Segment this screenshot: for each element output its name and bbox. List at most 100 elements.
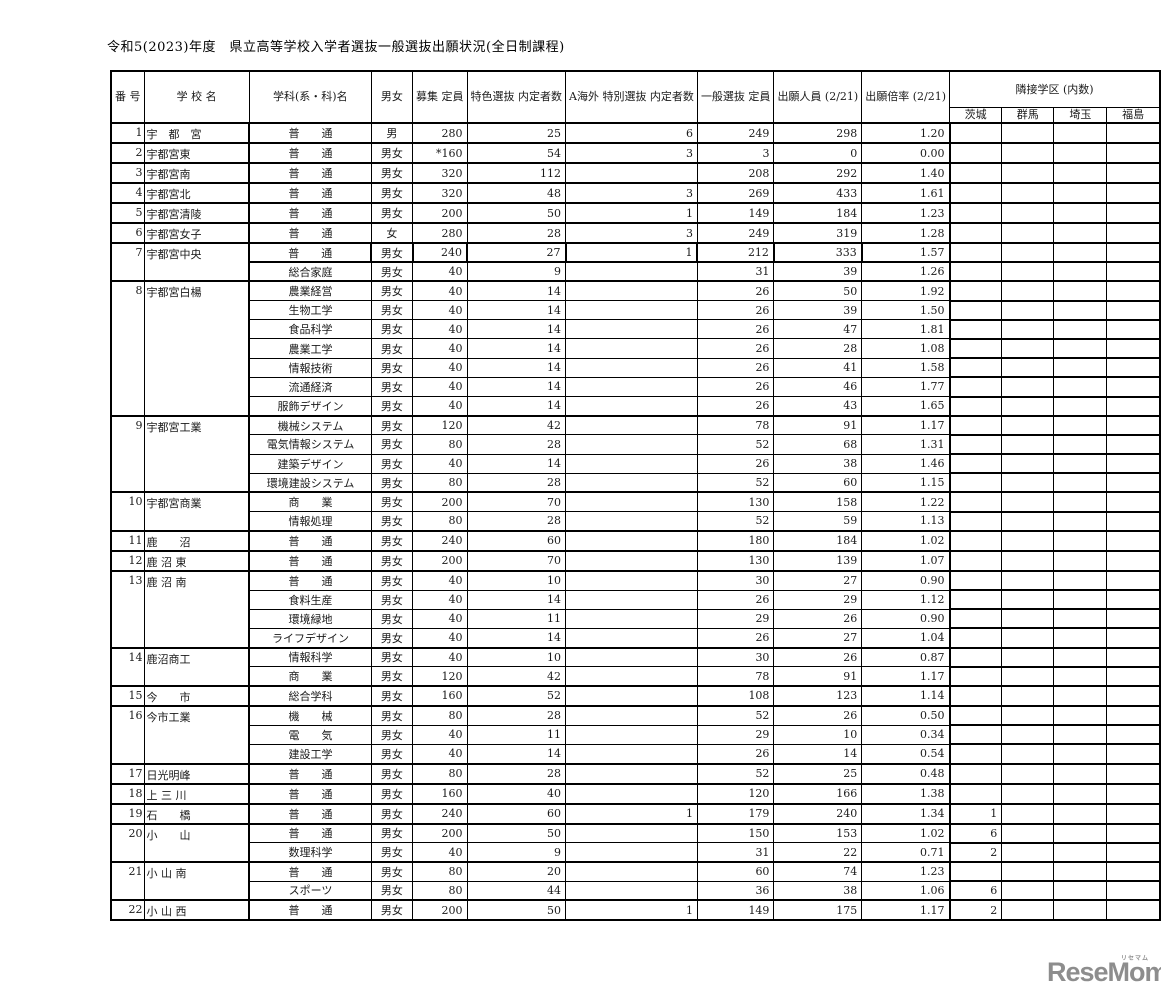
table-row: 電気情報システム 男女 80 28 52 68 1.31 — [111, 433, 1161, 455]
cell-applicants: 184 — [773, 202, 863, 224]
cell-general-capacity: 149 — [696, 202, 775, 224]
cell-applicants: 153 — [773, 822, 863, 844]
cell-saitama — [1053, 182, 1108, 204]
cell-overseas-selection — [565, 162, 698, 184]
cell-fukushima — [1106, 704, 1161, 726]
cell-overseas-selection: 6 — [565, 122, 698, 144]
cell-special-selection: 14 — [466, 300, 566, 321]
cell-number: 10 — [110, 491, 145, 532]
cell-department: 普 通 — [248, 222, 372, 244]
cell-department: スポーツ — [248, 880, 372, 901]
cell-general-capacity: 149 — [696, 899, 775, 921]
cell-applicants: 28 — [773, 338, 863, 359]
cell-overseas-selection: 1 — [565, 899, 698, 921]
cell-fukushima — [1106, 762, 1161, 784]
cell-general-capacity: 269 — [696, 182, 775, 204]
cell-saitama — [1053, 588, 1108, 610]
cell-ibaraki — [948, 299, 1003, 321]
cell-number: 3 — [110, 162, 145, 184]
cell-gunma — [1001, 491, 1055, 513]
cell-general-capacity: 31 — [696, 261, 775, 282]
cell-general-capacity: 29 — [696, 724, 775, 745]
cell-gunma — [1001, 241, 1055, 263]
header-gender: 男女 — [370, 70, 414, 124]
table-row: 総合家庭 男女 40 9 31 39 1.26 — [111, 261, 1161, 282]
cell-school-name: 鹿 沼 南 — [143, 569, 250, 649]
cell-fukushima — [1106, 182, 1161, 204]
cell-department: 商 業 — [248, 491, 372, 513]
cell-saitama — [1053, 261, 1108, 282]
cell-ibaraki — [948, 684, 1003, 707]
cell-gender: 男女 — [370, 453, 414, 474]
cell-saitama — [1053, 627, 1108, 649]
cell-school-name: 宇都宮商業 — [143, 491, 250, 532]
cell-special-selection: 14 — [466, 319, 566, 340]
cell-department: 情報処理 — [248, 511, 372, 532]
cell-special-selection: 14 — [466, 589, 566, 610]
cell-overseas-selection — [565, 842, 698, 863]
cell-gender: 男女 — [370, 842, 414, 863]
cell-ibaraki: 2 — [948, 841, 1003, 863]
cell-special-selection: 14 — [466, 280, 566, 302]
cell-fukushima — [1106, 222, 1161, 244]
cell-capacity: 40 — [412, 376, 468, 398]
cell-gender: 男女 — [370, 529, 414, 552]
cell-capacity: 40 — [412, 842, 468, 863]
cell-special-selection: 60 — [466, 802, 566, 824]
cell-fukushima — [1106, 241, 1161, 263]
cell-ibaraki — [948, 142, 1003, 164]
cell-ibaraki: 1 — [948, 802, 1003, 824]
cell-department: 電気情報システム — [248, 434, 372, 455]
cell-ibaraki — [948, 433, 1003, 455]
cell-saitama — [1053, 510, 1108, 532]
cell-general-capacity: 26 — [696, 589, 775, 610]
cell-saitama — [1053, 491, 1108, 513]
cell-special-selection: 28 — [466, 434, 566, 455]
cell-applicants: 166 — [773, 782, 863, 804]
cell-overseas-selection — [565, 472, 698, 493]
cell-saitama — [1053, 202, 1108, 224]
cell-capacity: 40 — [412, 338, 468, 359]
cell-fukushima — [1106, 510, 1161, 532]
cell-overseas-selection — [565, 589, 698, 610]
cell-gender: 男女 — [370, 704, 414, 726]
cell-overseas-selection — [565, 762, 698, 784]
cell-gender: 男女 — [370, 202, 414, 224]
cell-ibaraki — [948, 860, 1003, 882]
table-row: 電 気男女 40 11 29 10 0.34 — [111, 724, 1161, 745]
cell-gender: 男女 — [370, 684, 414, 707]
cell-saitama — [1053, 376, 1108, 398]
cell-gender: 男女 — [370, 782, 414, 804]
cell-ratio: 1.38 — [861, 782, 950, 804]
cell-ibaraki — [948, 588, 1003, 610]
cell-gender: 男女 — [370, 319, 414, 340]
cell-gunma — [1001, 743, 1055, 765]
cell-gender: 女 — [370, 222, 414, 244]
cell-applicants: 29 — [773, 589, 863, 610]
cell-special-selection: 14 — [466, 743, 566, 765]
cell-capacity: 200 — [412, 899, 468, 921]
cell-gunma — [1001, 433, 1055, 455]
cell-gender: 男 — [370, 122, 414, 144]
cell-ratio: 1.17 — [861, 414, 950, 436]
cell-special-selection: 14 — [466, 627, 566, 649]
table-row: 食品科学 男女 40 14 26 47 1.81 — [111, 318, 1161, 340]
cell-applicants: 22 — [773, 842, 863, 863]
cell-ratio: 1.58 — [861, 357, 950, 378]
cell-applicants: 26 — [773, 608, 863, 629]
cell-gender: 男女 — [370, 666, 414, 687]
cell-ratio: 1.23 — [861, 860, 950, 882]
header-school-name: 学 校 名 — [143, 70, 250, 124]
cell-ratio: 1.31 — [861, 434, 950, 455]
cell-gunma — [1001, 529, 1055, 552]
cell-ratio: 0.87 — [861, 646, 950, 668]
cell-ibaraki — [948, 782, 1003, 804]
cell-ibaraki — [948, 122, 1003, 144]
header-overseas-selection: A海外 特別選抜 内定者数 — [565, 70, 698, 124]
cell-fukushima — [1106, 588, 1161, 610]
cell-fukushima — [1106, 162, 1161, 184]
cell-overseas-selection — [565, 529, 698, 552]
cell-gunma — [1001, 880, 1055, 901]
cell-general-capacity: 180 — [696, 529, 775, 552]
table-row: 流通経済 男女 40 14 26 46 1.77 — [111, 376, 1161, 398]
